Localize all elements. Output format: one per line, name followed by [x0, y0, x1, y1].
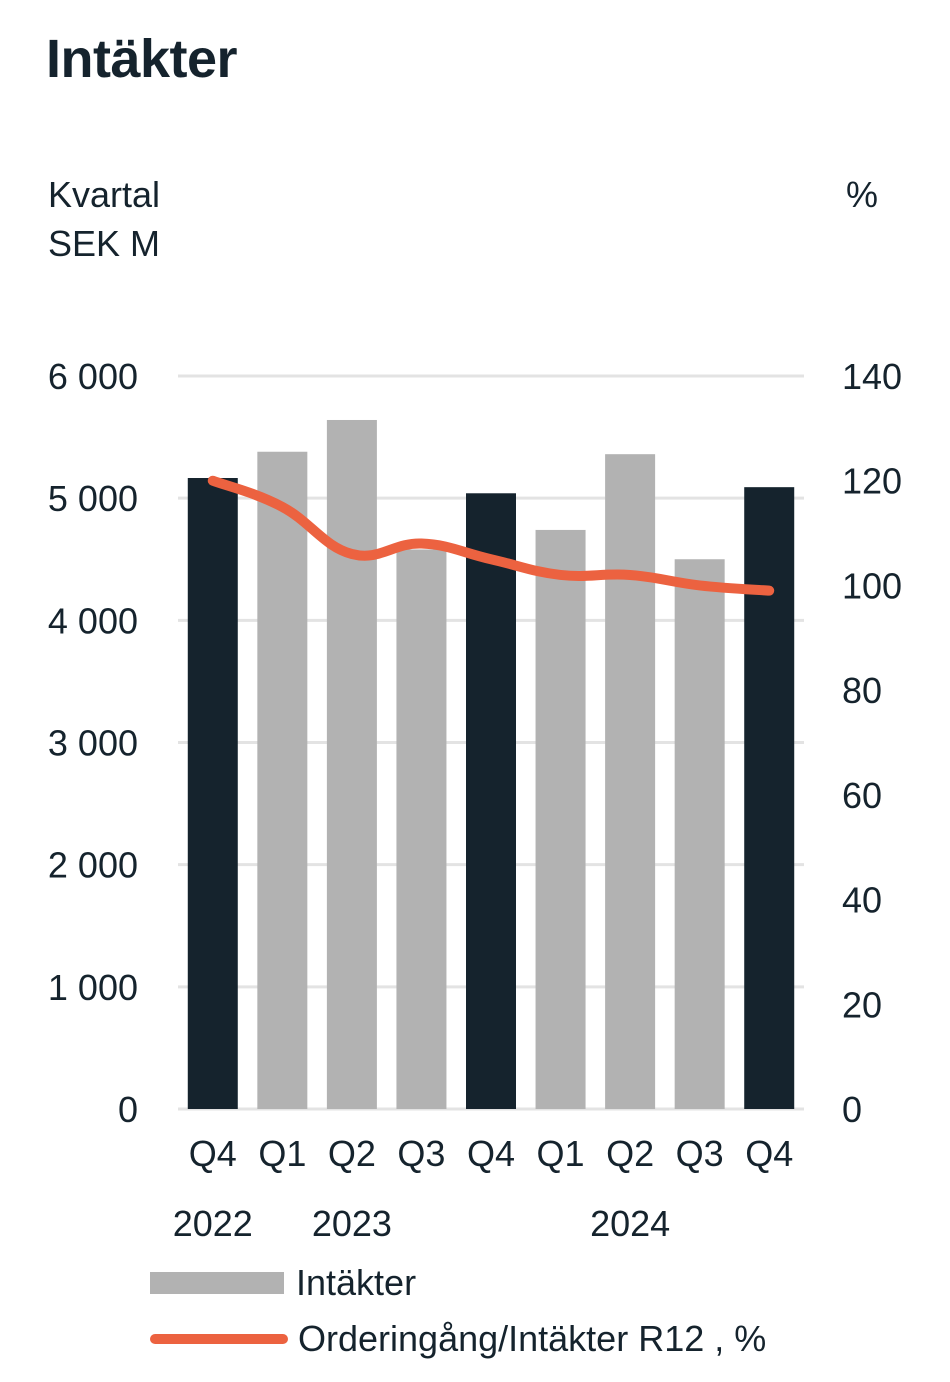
bar: [674, 559, 725, 1109]
year-label: 2024: [590, 1203, 670, 1244]
bar: [326, 419, 377, 1110]
x-tick-label: Q3: [397, 1133, 445, 1174]
bar: [466, 493, 516, 1109]
y2-tick-label: 60: [842, 775, 882, 816]
bar: [744, 487, 795, 1110]
y2-tick-label: 120: [842, 461, 902, 502]
legend-item-revenue: Intäkter: [150, 1262, 416, 1304]
y2-tick-label: 20: [842, 984, 882, 1025]
y2-tick-label: 40: [842, 880, 882, 921]
bar: [396, 549, 447, 1109]
y-tick-label: 2 000: [48, 845, 138, 886]
x-tick-label: Q1: [537, 1133, 585, 1174]
left-axis-unit-period: Kvartal: [48, 174, 161, 215]
x-tick-label: Q1: [258, 1133, 306, 1174]
y2-tick-label: 0: [842, 1089, 862, 1130]
year-label: 2023: [312, 1203, 392, 1244]
y-tick-label: 4 000: [48, 600, 138, 641]
x-tick-label: Q4: [745, 1133, 793, 1174]
right-axis-unit: %: [846, 174, 879, 215]
legend-label-revenue: Intäkter: [296, 1262, 417, 1303]
y-tick-label: 1 000: [48, 967, 138, 1008]
y-tick-label: 0: [118, 1089, 138, 1130]
y-tick-label: 6 000: [48, 356, 138, 397]
bar: [187, 478, 238, 1109]
x-tick-label: Q4: [467, 1133, 515, 1174]
y2-tick-label: 80: [842, 670, 882, 711]
y2-tick-label: 100: [842, 565, 902, 606]
left-axis-unit-currency: SEK M: [48, 223, 161, 264]
bar: [535, 529, 586, 1109]
x-tick-label: Q3: [676, 1133, 724, 1174]
legend-item-ratio: Orderingång/Intäkter R12 , %: [150, 1318, 766, 1360]
x-tick-label: Q2: [328, 1133, 376, 1174]
bar: [257, 451, 308, 1109]
legend-bar-swatch: [150, 1272, 284, 1294]
y2-tick-label: 140: [842, 356, 902, 397]
x-tick-label: Q4: [189, 1133, 237, 1174]
year-label: 2022: [173, 1203, 253, 1244]
legend-line-swatch: [150, 1334, 288, 1344]
chart-title: Intäkter: [46, 29, 238, 89]
bar: [605, 454, 656, 1110]
y-tick-label: 3 000: [48, 723, 138, 764]
x-tick-label: Q2: [606, 1133, 654, 1174]
legend-label-ratio: Orderingång/Intäkter R12 , %: [298, 1318, 767, 1359]
y-tick-label: 5 000: [48, 478, 138, 519]
